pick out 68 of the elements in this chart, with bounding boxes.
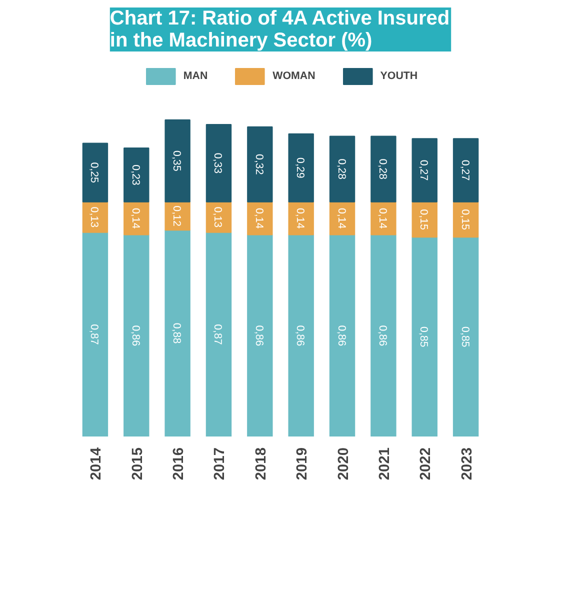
bar [412,138,438,202]
bar [329,136,356,202]
bar [288,234,314,436]
x-tick-label: 2020 [336,447,352,480]
bar [124,147,150,202]
legend-label: MAN [183,70,208,82]
data-label: 0,28 [335,158,348,180]
data-label: 0,13 [88,206,100,228]
data-label: 0,86 [294,325,306,346]
data-label: 0,13 [212,206,224,228]
data-label: 0,27 [458,160,471,181]
bar [124,201,150,236]
bar [288,133,314,202]
data-label: 0,27 [418,160,430,181]
data-label: 0,33 [212,152,224,174]
data-label: 0,85 [418,326,430,348]
data-label: 0,14 [376,208,388,229]
data-label: 0,15 [458,209,471,230]
x-tick-label: 2023 [459,447,476,480]
data-label: 0,25 [88,162,100,184]
data-label: 0,86 [376,325,388,346]
data-label: 0,14 [252,208,265,229]
data-label: 0,14 [335,208,348,229]
x-tick-label: 2018 [253,447,270,480]
x-tick-label: 2016 [171,447,188,480]
bar [452,138,479,202]
data-label: 0,86 [129,325,142,346]
bar [329,234,356,436]
bar [124,234,150,436]
data-label: 0,87 [212,324,224,345]
x-tick-label: 2021 [376,447,393,480]
data-label: 0,15 [418,209,430,230]
bar [370,136,396,202]
bar [412,236,438,436]
data-label: 0,32 [252,154,265,175]
data-label: 0,35 [170,150,183,172]
bar [82,232,108,436]
data-label: 0,29 [294,158,306,178]
bar [247,234,273,436]
chart-title: Chart 17: Ratio of 4A Active Insured in the Machinery Sector (%) [110,8,450,52]
bar [247,201,273,236]
data-label: 0,14 [129,208,142,229]
bar [288,201,314,236]
data-label: 0,12 [170,206,183,226]
data-label: 0,86 [252,325,265,346]
bar [370,234,396,436]
bar [452,236,479,436]
data-label: 0,87 [88,324,100,345]
legend-label: YOUTH [380,70,418,82]
legend-label: WOMAN [272,70,316,82]
bar [82,142,108,202]
bar [206,124,232,202]
x-tick-label: 2017 [212,447,228,480]
data-label: 0,14 [294,208,306,229]
data-label: 0,23 [129,164,142,186]
bar [247,126,273,202]
bar [164,230,190,436]
x-tick-label: 2014 [88,446,105,480]
x-tick-label: 2015 [130,447,146,480]
bar [206,232,232,436]
data-label: 0,86 [335,325,348,346]
data-label: 0,88 [170,322,183,344]
bar [370,201,396,236]
data-label: 0,28 [376,158,388,180]
x-tick-label: 2022 [418,447,434,480]
data-label: 0,85 [458,326,471,348]
bar [164,119,190,202]
x-tick-label: 2019 [294,447,311,480]
